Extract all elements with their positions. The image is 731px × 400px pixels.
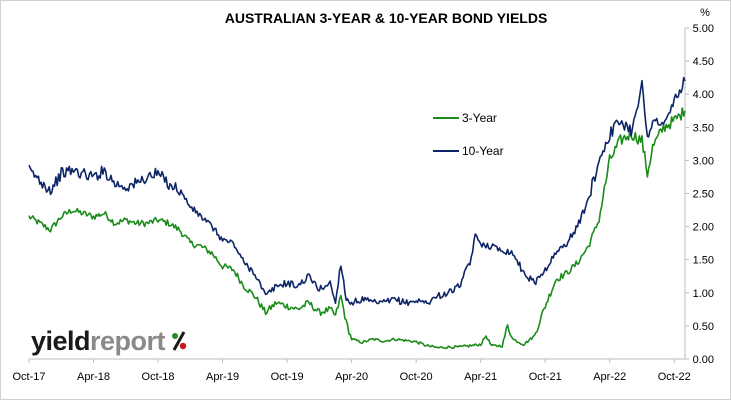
yieldreport-logo: yieldreport xyxy=(31,328,187,355)
x-tick-label: Oct-21 xyxy=(529,371,562,383)
y-tick-label: 1.00 xyxy=(693,288,714,300)
y-tick-label: 0.50 xyxy=(693,321,714,333)
y-tick-label: 4.00 xyxy=(693,89,714,101)
series-line-3-year xyxy=(28,107,686,350)
y-tick-label: 4.50 xyxy=(693,56,714,68)
y-tick-label: 3.50 xyxy=(693,122,714,134)
x-tick-label: Apr-21 xyxy=(464,371,497,383)
x-tick-label: Oct-22 xyxy=(658,371,691,383)
y-tick-label: 5.00 xyxy=(693,23,714,35)
percent-logo-icon xyxy=(171,326,187,356)
y-tick-label: 1.50 xyxy=(693,255,714,267)
y-tick-label: 0.00 xyxy=(693,354,714,366)
y-tick-label: 3.00 xyxy=(693,155,714,167)
x-tick-label: Apr-19 xyxy=(206,371,239,383)
legend-label-3-year: 3-Year xyxy=(462,111,497,125)
x-tick-label: Oct-17 xyxy=(12,371,45,383)
axes: 0.00 0.50 1.00 1.50 2.00 2.50 3.00 3.50 4.00 4.50… xyxy=(12,23,714,383)
y-tick-label: 2.00 xyxy=(693,222,714,234)
x-tick-label: Oct-19 xyxy=(271,371,304,383)
logo-text-yield: yield xyxy=(31,326,91,356)
x-tick-label: Apr-22 xyxy=(593,371,626,383)
x-tick-label: Oct-18 xyxy=(142,371,175,383)
y-tick-label: 2.50 xyxy=(693,189,714,201)
series-layer xyxy=(28,76,686,350)
legend: 3-Year 10-Year xyxy=(433,111,504,158)
x-tick-label: Apr-18 xyxy=(77,371,110,383)
chart-title: AUSTRALIAN 3-YEAR & 10-YEAR BOND YIELDS xyxy=(225,10,548,26)
logo-text-report: report xyxy=(90,326,166,356)
y-axis-unit: % xyxy=(700,7,710,19)
series-line-10-year xyxy=(28,76,686,307)
x-tick-label: Apr-20 xyxy=(335,371,368,383)
x-tick-label: Oct-20 xyxy=(400,371,433,383)
legend-label-10-year: 10-Year xyxy=(462,144,504,158)
